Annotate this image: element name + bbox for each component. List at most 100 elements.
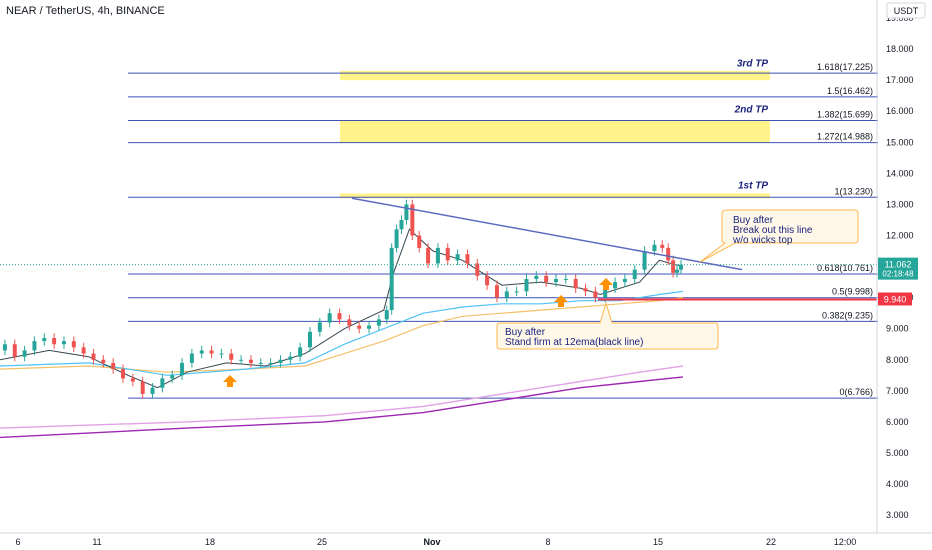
candle-body: [189, 353, 194, 363]
stop-level-value: 9.940: [884, 294, 907, 304]
candle-body: [524, 278, 529, 292]
candle-body: [357, 325, 362, 329]
trendline-group[interactable]: [351, 197, 743, 271]
ma-pink-line: [0, 365, 684, 429]
callout-text: Buy after: [733, 215, 774, 226]
buy-arrow-icon: [223, 375, 237, 387]
candle-body: [71, 341, 76, 348]
tp-label: 3rd TP: [737, 58, 768, 69]
candle-body: [22, 350, 27, 357]
candle-body: [199, 350, 204, 354]
candle-body: [209, 350, 214, 354]
y-tick-label: 8.000: [886, 355, 909, 365]
candle-body: [410, 204, 415, 236]
candle-body: [603, 288, 608, 298]
candle-body: [583, 288, 588, 292]
candle-body: [91, 353, 96, 360]
ema-blue-line: [0, 290, 684, 376]
candle-body: [140, 381, 145, 394]
candle-body: [229, 353, 234, 360]
y-tick-label: 14.000: [886, 168, 914, 178]
fib-level-label: 1.382(15.699): [817, 110, 873, 120]
time-axis[interactable]: 6 11 18 25 Nov 8 15 22 12:00: [15, 537, 856, 547]
candle-body: [42, 338, 47, 342]
y-tick-label: 17.000: [886, 75, 914, 85]
candle-body: [593, 291, 598, 298]
symbol-title: NEAR / TetherUS, 4h, BINANCE: [6, 5, 165, 17]
callout-text: Stand firm at 12ema(black line): [505, 337, 643, 348]
candle-body: [389, 247, 394, 311]
candle-body: [219, 353, 224, 355]
candle-body: [632, 269, 637, 279]
x-tick-label: Nov: [423, 537, 440, 547]
candle-body: [327, 313, 332, 323]
candle-body: [435, 247, 440, 264]
fib-level-label: 0.618(10.761): [817, 263, 873, 273]
bar-countdown: 02:18:48: [882, 270, 914, 279]
currency-badge-box: [886, 2, 926, 19]
candle-body: [399, 219, 404, 230]
candle-body: [475, 263, 480, 276]
callout-text: w/o wicks top: [732, 235, 793, 246]
y-tick-label: 15.000: [886, 137, 914, 147]
candle-body: [504, 291, 509, 298]
x-tick-label: 22: [766, 537, 776, 547]
tp-zones: [340, 70, 770, 199]
fib-level-label: 0(6.766): [839, 387, 873, 397]
candle-body: [494, 285, 499, 298]
candle-body: [52, 338, 57, 345]
candle-body: [298, 347, 303, 357]
candle-body: [180, 362, 185, 376]
fib-level-label: 1.5(16.462): [827, 86, 873, 96]
fib-level-label: 1.272(14.988): [817, 132, 873, 142]
candle-body: [248, 359, 253, 363]
trendline[interactable]: [351, 197, 743, 271]
y-tick-label: 7.000: [886, 386, 909, 396]
y-tick-label: 9.000: [886, 324, 909, 334]
buy-arrow-icon: [599, 278, 613, 290]
stop-level-badge: [878, 292, 912, 306]
tp-label: 2nd TP: [734, 104, 769, 115]
candle-body: [130, 378, 135, 382]
candle-body: [12, 344, 17, 357]
y-tick-label: 16.000: [886, 106, 914, 116]
current-price-value: 11.062: [885, 260, 912, 270]
candle-body: [544, 275, 549, 283]
candle-body: [534, 275, 539, 279]
callout-text: Break out this line: [733, 225, 813, 236]
candle-body: [394, 229, 399, 248]
y-tick-label: 13.000: [886, 199, 914, 209]
candle-body: [307, 331, 312, 348]
x-tick-label: 6: [15, 537, 20, 547]
candle-body: [278, 359, 283, 363]
candle-body: [404, 204, 409, 220]
currency-badge[interactable]: USDT: [886, 2, 926, 19]
tp-label: 1st TP: [738, 180, 768, 191]
tp-zone: [340, 70, 770, 81]
candle-body: [81, 347, 86, 354]
x-tick-label: 8: [545, 537, 550, 547]
x-tick-label: 12:00: [834, 537, 857, 547]
x-tick-label: 18: [205, 537, 215, 547]
candle-body: [573, 278, 578, 289]
candle-body: [160, 378, 165, 388]
x-tick-label: 15: [653, 537, 663, 547]
candle-body: [121, 369, 126, 379]
candle-body: [317, 322, 322, 332]
candle-body: [455, 254, 460, 261]
candle-body: [666, 247, 671, 261]
candle-body: [445, 247, 450, 261]
candle-body: [2, 344, 7, 351]
candle-body: [376, 319, 381, 326]
candle-body: [347, 319, 352, 326]
candle-body: [485, 275, 490, 286]
x-tick-label: 25: [317, 537, 327, 547]
candle-body: [32, 341, 37, 351]
candle-body: [642, 251, 647, 270]
candle-body: [622, 278, 627, 283]
price-series: [0, 199, 877, 399]
